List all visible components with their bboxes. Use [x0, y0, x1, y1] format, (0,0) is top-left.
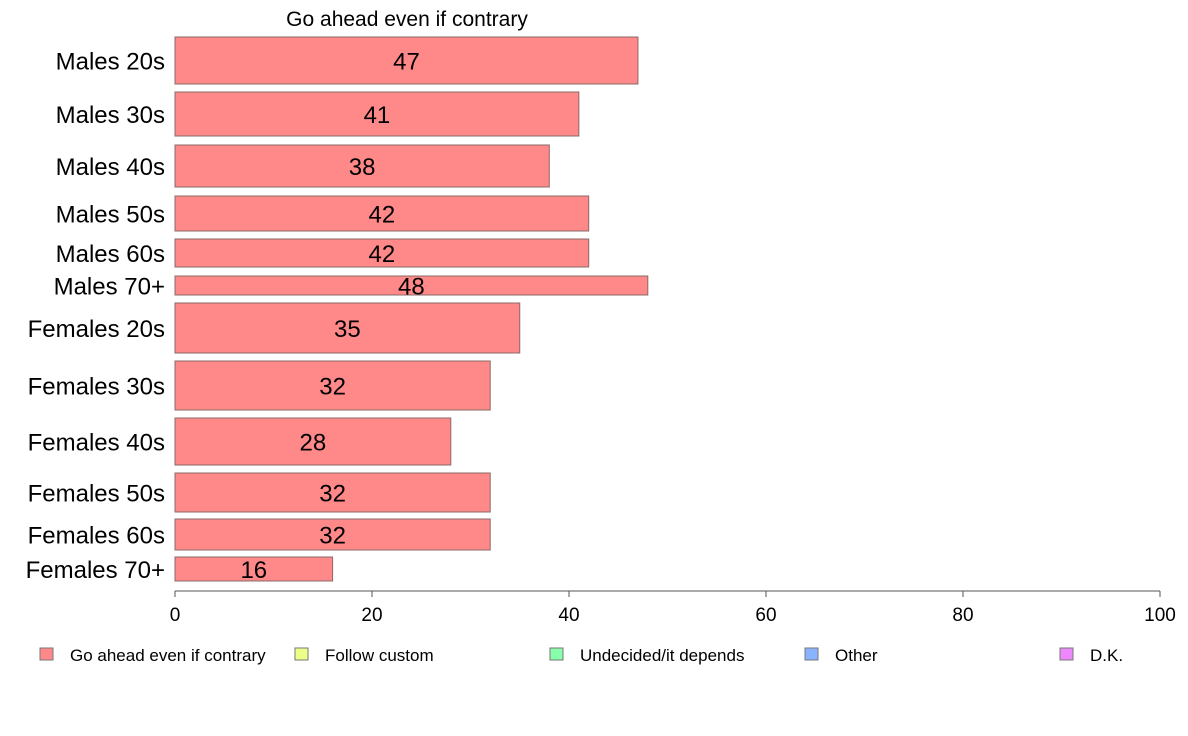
legend-swatch [549, 647, 564, 661]
category-label: Females 20s [28, 316, 165, 343]
bar [174, 144, 550, 188]
bar [174, 91, 580, 137]
x-tick-label: 40 [558, 605, 579, 626]
bar [174, 238, 590, 268]
x-tick-label: 100 [1144, 605, 1176, 626]
x-axis: 0 20 40 60 80 100 [170, 590, 1176, 626]
category-label: Females 50s [28, 481, 165, 508]
bar [174, 195, 590, 232]
category-label: Females 70+ [26, 557, 165, 584]
x-tick-label: 20 [361, 605, 382, 626]
bar [174, 472, 491, 513]
data-label: 32 [319, 481, 346, 508]
legend: Go ahead even if contrary Follow custom Un… [39, 646, 1123, 665]
bar [174, 302, 521, 354]
bar [174, 518, 491, 551]
bar [174, 36, 639, 85]
data-label: 47 [393, 49, 420, 76]
category-label: Males 50s [56, 202, 165, 229]
bar [174, 275, 649, 296]
category-label: Females 40s [28, 430, 165, 457]
data-label: 32 [319, 374, 346, 401]
category-label: Males 20s [56, 49, 165, 76]
legend-label: Undecided/it depends [580, 646, 744, 665]
legend-label: Go ahead even if contrary [70, 646, 266, 665]
data-label: 32 [319, 523, 346, 550]
category-label: Males 60s [56, 241, 165, 268]
legend-label: Follow custom [325, 646, 434, 665]
legend-label: Other [835, 646, 878, 665]
data-label: 42 [368, 202, 395, 229]
x-tick-label: 60 [755, 605, 776, 626]
category-label: Males 30s [56, 102, 165, 129]
category-label: Males 70+ [54, 274, 165, 301]
legend-swatch [39, 647, 54, 661]
bar-group: Males 20s 47 Males 30s 41 Males 40s 38 Males 5… [26, 36, 649, 584]
data-label: 48 [398, 274, 425, 301]
chart-title: Go ahead even if contrary [286, 8, 528, 31]
bar [174, 360, 491, 411]
data-label: 35 [334, 316, 361, 343]
legend-swatch [1059, 647, 1074, 661]
legend-swatch [804, 647, 819, 661]
category-label: Females 30s [28, 374, 165, 401]
x-tick-label: 0 [170, 605, 181, 626]
data-label: 16 [240, 557, 267, 584]
legend-label: D.K. [1090, 646, 1123, 665]
data-label: 41 [364, 102, 391, 129]
category-label: Females 60s [28, 523, 165, 550]
bar [174, 417, 452, 466]
x-tick-label: 80 [952, 605, 973, 626]
data-label: 28 [300, 430, 327, 457]
data-label: 42 [368, 241, 395, 268]
data-label: 38 [349, 154, 376, 181]
bar [174, 556, 334, 582]
legend-swatch [294, 647, 309, 661]
category-label: Males 40s [56, 154, 165, 181]
